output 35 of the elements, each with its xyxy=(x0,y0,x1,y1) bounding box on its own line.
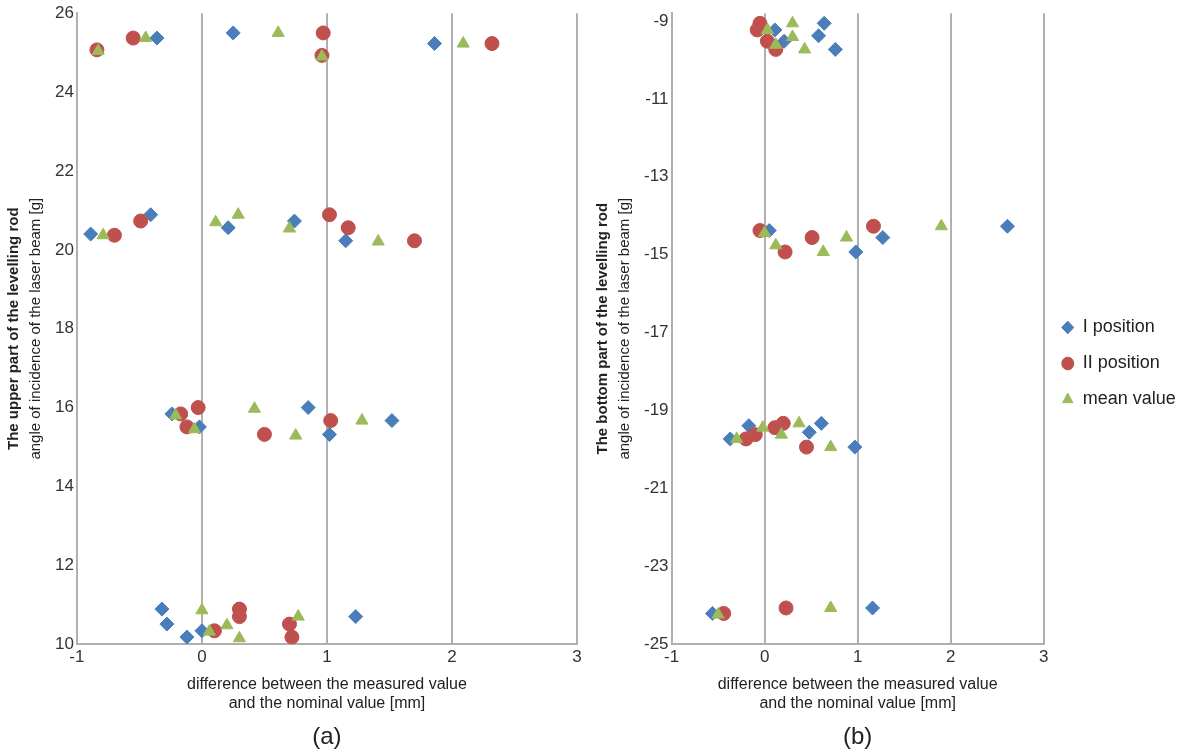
y-tick-label: -15 xyxy=(643,244,669,264)
y-axis-title: The bottom part of the levelling rod angle of incidence of the laser beam [g] xyxy=(593,197,633,460)
x-axis-title: difference between the measured value and the nominal value [mm] xyxy=(717,674,998,711)
y-tick-label: -11 xyxy=(645,88,669,108)
y-tick-label: -17 xyxy=(643,322,669,342)
y-tick-label: 22 xyxy=(54,160,74,180)
y-tick-label: -19 xyxy=(643,400,669,420)
y-tick-label: 24 xyxy=(54,81,74,101)
y-tick-label: 26 xyxy=(54,2,74,22)
text: (a) xyxy=(312,721,342,749)
y-tick-label: -21 xyxy=(643,478,669,498)
x-axis-title: difference between the measured value and the nominal value [mm] xyxy=(187,674,467,711)
legend-label: II position xyxy=(1082,352,1160,373)
x-tick-label: 2 xyxy=(945,647,956,667)
y-tick-label: -13 xyxy=(643,166,669,186)
x-tick-label: 3 xyxy=(572,647,582,667)
y-tick-label: 20 xyxy=(54,239,74,259)
legend-label: mean value xyxy=(1082,388,1176,409)
text: (b) xyxy=(842,721,873,749)
y-tick-label: -23 xyxy=(643,555,669,575)
y-tick-label: -25 xyxy=(643,633,669,653)
y-tick-label: 16 xyxy=(54,397,74,417)
x-tick-label: 0 xyxy=(197,647,207,667)
x-tick-label: 2 xyxy=(447,647,457,667)
y-tick-label: -9 xyxy=(653,10,669,30)
legend-label: I position xyxy=(1082,316,1155,337)
y-tick-label: 18 xyxy=(54,318,74,338)
y-tick-label: 14 xyxy=(54,476,74,496)
x-tick-label: 3 xyxy=(1039,647,1049,667)
y-tick-label: 12 xyxy=(54,555,74,575)
x-tick-label: 0 xyxy=(759,647,770,667)
y-axis-title: The upper part of the levelling rod angle of incidence of the laser beam [g] xyxy=(4,197,44,460)
x-tick-label: 1 xyxy=(852,647,863,667)
x-tick-label: 1 xyxy=(322,647,332,667)
y-tick-label: 10 xyxy=(54,633,74,653)
